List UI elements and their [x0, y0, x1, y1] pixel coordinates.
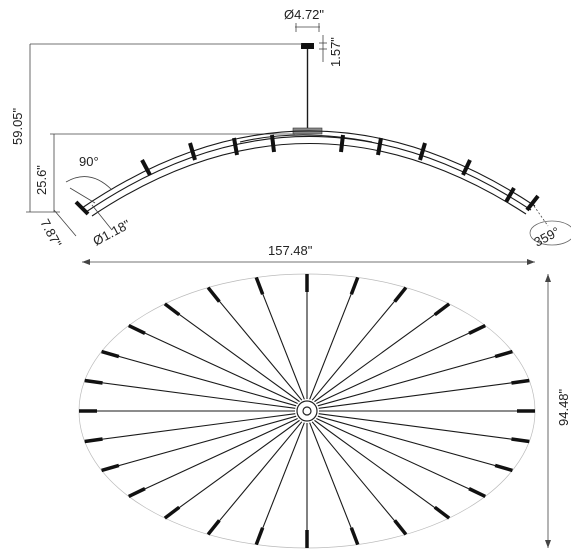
arm-tip — [504, 187, 516, 203]
plan-arm-tip — [127, 487, 146, 498]
plan-arm — [207, 287, 303, 401]
plan-arm-tip — [163, 302, 181, 317]
plan-arm-tip — [84, 437, 103, 444]
rotation-label: 359° — [531, 224, 562, 250]
arc-hub-inner — [239, 134, 373, 143]
plan-arm — [309, 277, 359, 400]
plan-arm — [101, 415, 297, 471]
plan-arm — [164, 419, 300, 519]
arm-tip — [376, 137, 383, 156]
plan-arm-tip — [511, 437, 530, 444]
plan-arm — [255, 277, 305, 400]
arm-tip — [232, 137, 239, 156]
arm-tip — [140, 159, 152, 176]
plan-arm — [318, 379, 530, 409]
arm-tip — [74, 200, 90, 216]
plan-arm — [84, 413, 296, 443]
plan-arm — [311, 421, 407, 535]
plan-hub-center — [302, 406, 312, 416]
rod-diameter-leader — [91, 204, 113, 231]
tip-length-label: 7.87" — [37, 216, 64, 250]
plan-arm — [207, 421, 303, 535]
plan-arm — [164, 303, 300, 403]
plan-arm-tip — [163, 505, 181, 520]
plan-arm-tip — [254, 276, 265, 295]
plan-arm-tip — [349, 527, 360, 546]
plan-arm — [316, 325, 486, 405]
plan-arm — [311, 287, 407, 401]
plan-arm-tip — [254, 527, 265, 546]
tilt-angle-label: 90° — [79, 154, 99, 169]
plan-arm — [128, 417, 298, 497]
plan-arm-tip — [494, 463, 513, 473]
plan-arm-tip — [433, 505, 451, 520]
plan-arm-tip — [494, 349, 513, 359]
arc-middle — [85, 136, 532, 213]
plan-arm — [318, 413, 530, 443]
plan-arm — [128, 325, 298, 405]
overall-width-label: 157.48" — [268, 243, 313, 258]
plan-arm-tip — [511, 378, 530, 385]
arm-tip — [188, 142, 197, 161]
plan-depth-label: 94.48" — [556, 388, 571, 426]
plan-arm — [317, 351, 513, 407]
plan-arm-tip — [468, 487, 487, 498]
rotation-leader — [533, 205, 549, 227]
tilt-angle-leader — [69, 187, 96, 204]
plan-arm — [84, 379, 296, 409]
plan-arm-tip — [84, 378, 103, 385]
plan-arm-tip — [433, 302, 451, 317]
elevation-view: Ø4.72" 1.57" 59.05" 25.6" — [10, 7, 571, 265]
canopy-height-label: 1.57" — [328, 37, 343, 67]
overall-height-label: 59.05" — [10, 107, 25, 145]
arc-inner — [91, 143, 527, 217]
plan-arm — [309, 422, 359, 545]
elevation-arm-tips — [74, 134, 540, 216]
fixture-height-label: 25.6" — [34, 165, 49, 195]
arc-outer — [81, 130, 536, 209]
arm-tip — [270, 134, 276, 153]
plan-arm-tip — [206, 286, 221, 303]
plan-arm-tip — [206, 519, 221, 536]
plan-arm-tip — [468, 324, 487, 335]
ceiling-canopy — [301, 43, 314, 49]
plan-arm-tip — [127, 324, 146, 335]
plan-view: 94.48" — [78, 273, 571, 549]
tilt-angle-arc — [65, 176, 113, 191]
plan-arm-tip — [101, 349, 120, 359]
plan-arm-tip — [349, 276, 360, 295]
arrow-top — [545, 274, 551, 282]
arrow-left — [82, 259, 90, 265]
plan-arm — [314, 303, 450, 403]
arrow-bottom — [545, 540, 551, 548]
plan-arm — [317, 415, 513, 471]
plan-arms — [79, 274, 535, 548]
plan-arm-tip — [393, 519, 408, 536]
plan-arm — [101, 351, 297, 407]
plan-arm — [316, 417, 486, 497]
rod-diameter-label: Ø1.18" — [90, 216, 133, 248]
arm-tip — [461, 159, 472, 176]
arm-tip — [525, 194, 540, 212]
arm-tip — [339, 134, 345, 153]
plan-arm — [255, 422, 305, 545]
plan-arm-tip — [393, 286, 408, 303]
arrow-right — [527, 259, 535, 265]
plan-arm — [314, 419, 450, 519]
arm-tip — [418, 142, 427, 161]
tip-length-leader — [53, 209, 77, 237]
plan-arm-tip — [101, 463, 120, 473]
rotation-ellipse — [529, 220, 571, 246]
canopy-diameter-label: Ø4.72" — [284, 7, 324, 22]
